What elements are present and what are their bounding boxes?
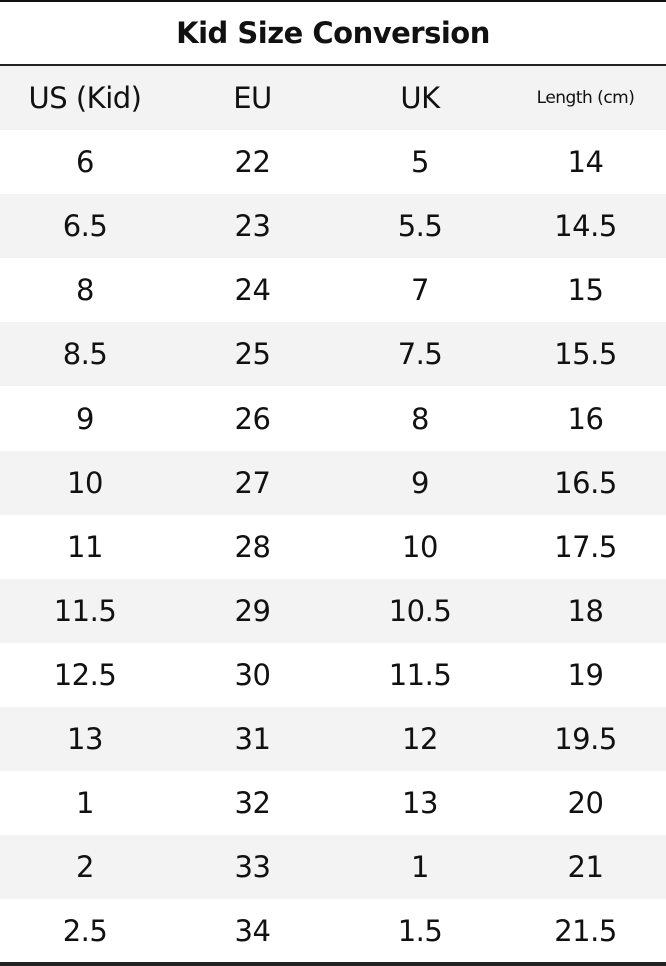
cell-uk: 1.5 <box>397 914 443 949</box>
cell-eu: 25 <box>234 337 271 372</box>
top-border <box>0 0 666 2</box>
cell-length: 21.5 <box>554 914 617 949</box>
title-divider <box>0 64 666 66</box>
bottom-border <box>0 962 666 966</box>
cell-uk: 1 <box>411 850 429 885</box>
cell-length: 15 <box>567 273 604 308</box>
table-row: 2.5 34 1.5 21.5 <box>0 899 666 963</box>
cell-eu: 26 <box>234 401 271 436</box>
cell-us: 6 <box>76 145 94 180</box>
cell-eu: 29 <box>234 593 271 628</box>
cell-uk: 9 <box>411 465 429 500</box>
cell-us: 8 <box>76 273 94 308</box>
table-row: 2 33 1 21 <box>0 835 666 900</box>
cell-us: 12.5 <box>53 657 117 692</box>
cell-length: 16.5 <box>554 465 617 500</box>
cell-length: 16 <box>567 401 604 436</box>
cell-length: 17.5 <box>554 529 617 564</box>
table-row: 12.5 30 11.5 19 <box>0 643 666 707</box>
size-table: US (Kid) EU UK Length (cm) 6 22 5 14 6.5 23 5.… <box>0 66 666 963</box>
table-row: 11.5 29 10.5 18 <box>0 578 666 643</box>
cell-us: 10 <box>67 465 103 500</box>
table-row: 6 22 5 14 <box>0 130 666 194</box>
table-row: 10 27 9 16.5 <box>0 450 666 515</box>
cell-length: 19 <box>567 657 604 692</box>
table-row: 11 28 10 17.5 <box>0 515 666 579</box>
cell-uk: 5 <box>411 145 429 180</box>
table-row: 8.5 25 7.5 15.5 <box>0 322 666 387</box>
cell-uk: 12 <box>402 721 438 756</box>
table-row: 6.5 23 5.5 14.5 <box>0 194 666 259</box>
cell-length: 14.5 <box>554 209 617 244</box>
cell-eu: 22 <box>234 145 271 180</box>
cell-us: 13 <box>67 721 103 756</box>
cell-us: 11.5 <box>53 593 117 628</box>
table-row: 9 26 8 16 <box>0 386 666 450</box>
table-row: 8 24 7 15 <box>0 258 666 322</box>
cell-uk: 7 <box>411 273 429 308</box>
cell-length: 14 <box>567 145 604 180</box>
cell-us: 1 <box>76 786 94 821</box>
header-us: US (Kid) <box>28 81 142 116</box>
table-row: 1 32 13 20 <box>0 771 666 835</box>
cell-eu: 30 <box>234 657 271 692</box>
cell-uk: 11.5 <box>388 657 452 692</box>
header-uk: UK <box>400 81 440 116</box>
header-row: US (Kid) EU UK Length (cm) <box>0 66 666 131</box>
cell-length: 18 <box>567 593 604 628</box>
cell-us: 9 <box>76 401 94 436</box>
cell-uk: 10 <box>402 529 438 564</box>
header-eu: EU <box>233 81 272 116</box>
cell-us: 11 <box>67 529 103 564</box>
cell-uk: 13 <box>402 786 438 821</box>
cell-us: 2 <box>76 850 94 885</box>
cell-length: 21 <box>567 850 604 885</box>
table-title: Kid Size Conversion <box>176 16 490 50</box>
cell-eu: 23 <box>234 209 271 244</box>
cell-uk: 10.5 <box>388 593 452 628</box>
table-row: 13 31 12 19.5 <box>0 706 666 772</box>
header-length: Length (cm) <box>536 88 635 109</box>
cell-eu: 31 <box>234 721 271 756</box>
cell-eu: 28 <box>234 529 271 564</box>
cell-length: 20 <box>567 786 604 821</box>
cell-us: 2.5 <box>62 914 108 949</box>
cell-us: 6.5 <box>62 209 108 244</box>
cell-eu: 34 <box>234 914 271 949</box>
cell-uk: 7.5 <box>397 337 443 372</box>
cell-eu: 24 <box>234 273 271 308</box>
cell-uk: 5.5 <box>397 209 443 244</box>
cell-us: 8.5 <box>62 337 108 372</box>
cell-uk: 8 <box>411 401 429 436</box>
cell-length: 15.5 <box>554 337 617 372</box>
cell-eu: 32 <box>234 786 271 821</box>
cell-eu: 33 <box>234 850 271 885</box>
cell-length: 19.5 <box>554 721 617 756</box>
cell-eu: 27 <box>234 465 271 500</box>
